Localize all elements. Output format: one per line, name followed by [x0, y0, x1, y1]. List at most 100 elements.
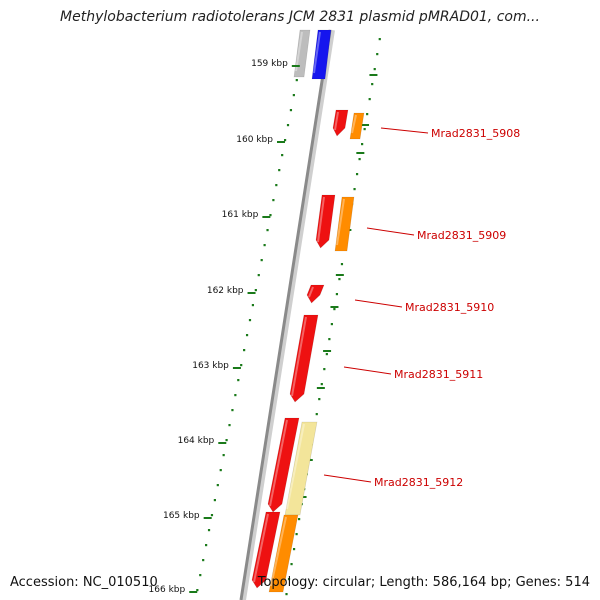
tick-dot — [196, 589, 199, 592]
tick-dot — [199, 574, 202, 577]
gene-pale — [284, 421, 318, 516]
tick-dot — [338, 278, 341, 281]
tick-dot — [333, 308, 336, 311]
tick-dot — [378, 38, 381, 41]
tick-dot — [278, 169, 281, 172]
tick-dot — [225, 439, 228, 442]
gene-red — [289, 314, 319, 403]
gene-label[interactable]: Mrad2831_5909 — [417, 229, 506, 242]
tick-dot — [361, 143, 364, 146]
gene-blue — [311, 29, 332, 80]
tick-dot — [289, 109, 293, 112]
tick-dot — [257, 274, 260, 277]
tick-dot — [335, 293, 339, 296]
tick-dot — [315, 413, 318, 416]
tick-dot — [298, 518, 301, 521]
tick-dot — [269, 214, 272, 217]
accession-text: Accession: NC_010510 — [10, 575, 158, 590]
gene-red — [267, 417, 300, 513]
tick-dot — [251, 304, 255, 307]
kbp-label: 166 kbp — [149, 585, 186, 595]
gene-label[interactable]: Mrad2831_5910 — [405, 301, 494, 314]
tick-dot — [272, 199, 275, 202]
tick-dot — [275, 184, 278, 187]
tick-dot — [286, 124, 290, 127]
gene-red — [251, 511, 281, 589]
gene-orange — [268, 514, 299, 593]
tick-dot — [376, 53, 379, 56]
tick-dot — [366, 113, 369, 116]
gene-leader-line — [354, 299, 403, 308]
tick-dot — [295, 79, 298, 82]
gene-red — [306, 284, 325, 304]
gene-red — [315, 194, 336, 249]
tick-dot — [205, 544, 208, 547]
tick-dot — [290, 563, 293, 566]
tick-dot — [245, 334, 249, 337]
tick-dot — [368, 98, 371, 101]
kbp-label: 159 kbp — [251, 59, 288, 69]
tick-dot — [353, 188, 356, 191]
tick-dot — [358, 158, 361, 161]
tick-dot — [330, 323, 333, 326]
tick-dot — [210, 514, 214, 517]
gene-label[interactable]: Mrad2831_5908 — [431, 127, 520, 140]
tick-dot — [295, 533, 298, 536]
gene-leader-line — [380, 127, 429, 134]
gene-grey — [293, 29, 311, 78]
tick-dot — [281, 154, 284, 157]
tick-dot — [231, 409, 234, 412]
gene-label[interactable]: Mrad2831_5912 — [374, 476, 463, 489]
tick-dot — [213, 499, 216, 502]
kbp-scale: 159 kbp 160 kbp 161 kbp 162 kbp 163 kbp 164 k… — [149, 59, 300, 595]
tick-dot — [328, 338, 331, 341]
gene-labels: Mrad2831_5908 Mrad2831_5909 Mrad2831_5910 M… — [323, 127, 520, 489]
tick-dot — [248, 319, 252, 322]
gene-leader-line — [323, 474, 372, 483]
gene-orange — [334, 196, 355, 252]
map-title: Methylobacterium radiotolerans JCM 2831 … — [60, 9, 540, 25]
tick-dot — [222, 454, 225, 457]
tick-dot — [219, 469, 222, 472]
tick-dot — [318, 398, 321, 401]
gene-orange — [349, 112, 365, 140]
tick-dot — [216, 484, 219, 487]
tick-dot — [266, 229, 269, 232]
gene-leader-line — [343, 366, 392, 375]
kbp-label: 164 kbp — [178, 436, 215, 446]
tick-dot — [234, 394, 237, 397]
tick-dot — [243, 349, 246, 352]
tick-dot — [240, 364, 243, 367]
gene-red — [332, 109, 349, 137]
tick-dot — [285, 593, 288, 596]
tick-dot — [320, 383, 323, 386]
tick-dot — [292, 94, 295, 97]
kbp-label: 160 kbp — [236, 135, 273, 145]
plasmid-backbone — [239, 29, 335, 600]
kbp-label: 162 kbp — [207, 286, 244, 296]
tick-dot — [283, 139, 287, 142]
tick-dot — [355, 173, 359, 176]
tick-dot — [237, 379, 240, 382]
tick-dot — [292, 548, 296, 551]
tick-dot — [287, 578, 291, 581]
gene-leader-line — [366, 227, 415, 236]
kbp-label: 165 kbp — [163, 511, 200, 521]
tick-dot — [373, 68, 376, 71]
tick-dot — [260, 259, 263, 262]
tick-dot — [371, 83, 374, 86]
tick-dot — [340, 263, 344, 266]
tick-dot — [325, 353, 328, 356]
gene-features — [251, 29, 365, 593]
tick-dot — [363, 128, 366, 131]
tick-dot — [323, 368, 326, 371]
tick-dot — [202, 559, 205, 562]
kbp-label: 161 kbp — [222, 210, 259, 220]
tick-dot — [228, 424, 231, 427]
tick-dot — [263, 244, 266, 247]
tick-dot — [207, 529, 211, 532]
gene-label[interactable]: Mrad2831_5911 — [394, 368, 483, 381]
kbp-label: 163 kbp — [192, 361, 229, 371]
topology-summary: Topology: circular; Length: 586,164 bp; … — [257, 575, 590, 590]
